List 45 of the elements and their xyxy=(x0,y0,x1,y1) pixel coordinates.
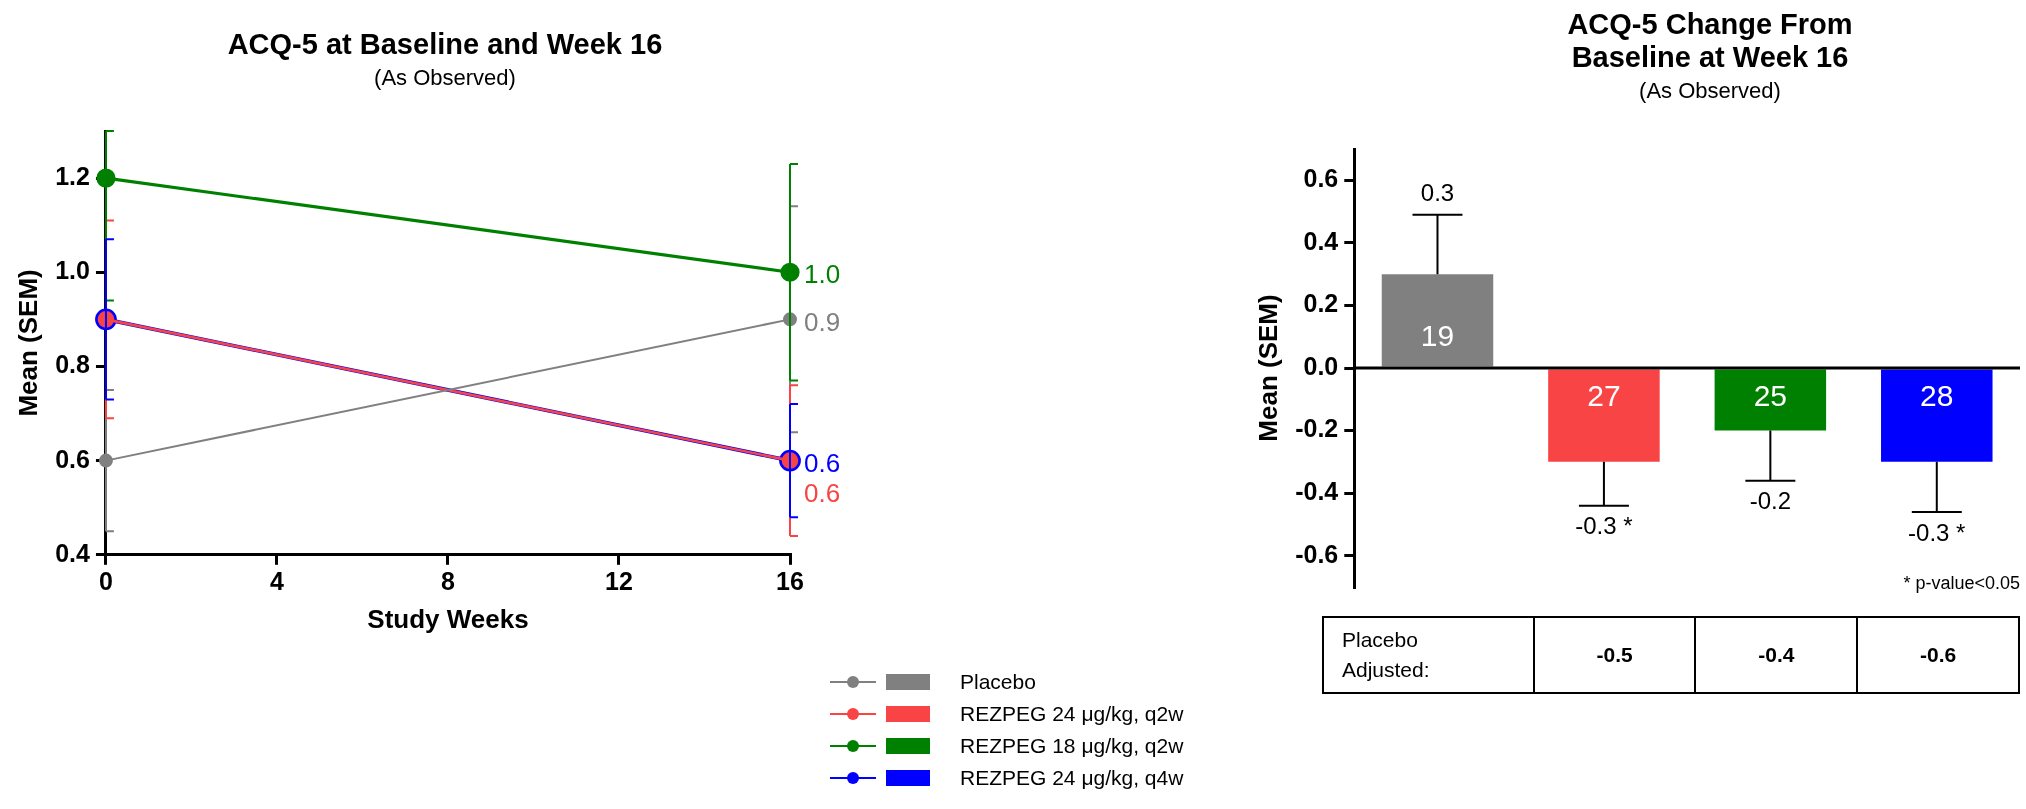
y-tick-label: 1.0 xyxy=(55,256,90,285)
y-tick-label: 0.4 xyxy=(1303,226,1339,255)
data-label: -0.3 * xyxy=(1575,512,1633,540)
y-tick-label: -0.2 xyxy=(1295,414,1339,443)
y-tick-label: 0.2 xyxy=(1303,289,1339,318)
data-label: 0.6 xyxy=(804,447,841,478)
y-tick-label: -0.6 xyxy=(1295,539,1339,568)
text: -0.6 xyxy=(1856,618,2018,692)
annotation: 27 xyxy=(1587,379,1621,413)
x-tick-label: 12 xyxy=(605,566,633,595)
y-tick-label: 0.0 xyxy=(1303,351,1339,380)
text: -0.5 xyxy=(1532,618,1695,692)
x-tick-label: 4 xyxy=(270,566,285,595)
y-tick-label: 1.2 xyxy=(55,161,90,190)
y-tick-label: -0.4 xyxy=(1295,477,1339,506)
y-tick-label: 0.6 xyxy=(55,444,90,473)
data-label: 0.3 xyxy=(1420,179,1455,207)
legend-label: Placebo xyxy=(960,670,1036,694)
y-axis-title: Mean (SEM) xyxy=(12,269,43,417)
y-tick-label: 0.6 xyxy=(1303,164,1339,193)
text: -0.4 xyxy=(1694,618,1857,692)
data-label: 0.9 xyxy=(804,306,841,337)
legend-label: REZPEG 24 μg/kg, q2w xyxy=(960,702,1184,726)
annotation: 28 xyxy=(1920,379,1954,413)
chart-title: ACQ-5 Change From Baseline at Week 16 xyxy=(1566,8,1854,74)
data-label: -0.2 xyxy=(1749,487,1792,515)
chart-subtitle: (As Observed) xyxy=(373,65,517,91)
x-axis-title: Study Weeks xyxy=(367,603,529,634)
x-tick-label: 0 xyxy=(99,566,113,595)
annotation: * p-value<0.05 xyxy=(1903,572,2020,593)
data-label: -0.3 * xyxy=(1908,518,1966,546)
y-axis-title: Mean (SEM) xyxy=(1252,294,1283,442)
annotation: 19 xyxy=(1420,319,1455,353)
chart-title: ACQ-5 at Baseline and Week 16 xyxy=(226,28,664,61)
data-label: 0.6 xyxy=(804,477,841,508)
text: Placebo Adjusted: xyxy=(1342,627,1431,683)
x-tick-label: 16 xyxy=(776,566,804,595)
chart-subtitle: (As Observed) xyxy=(1638,78,1782,104)
legend-label: REZPEG 18 μg/kg, q2w xyxy=(960,734,1184,758)
legend-label: REZPEG 24 μg/kg, q4w xyxy=(960,766,1184,790)
annotation: 25 xyxy=(1753,379,1788,413)
y-tick-label: 0.4 xyxy=(55,538,91,567)
y-tick-label: 0.8 xyxy=(55,350,91,379)
x-tick-label: 8 xyxy=(441,566,456,595)
data-label: 1.0 xyxy=(804,259,841,290)
